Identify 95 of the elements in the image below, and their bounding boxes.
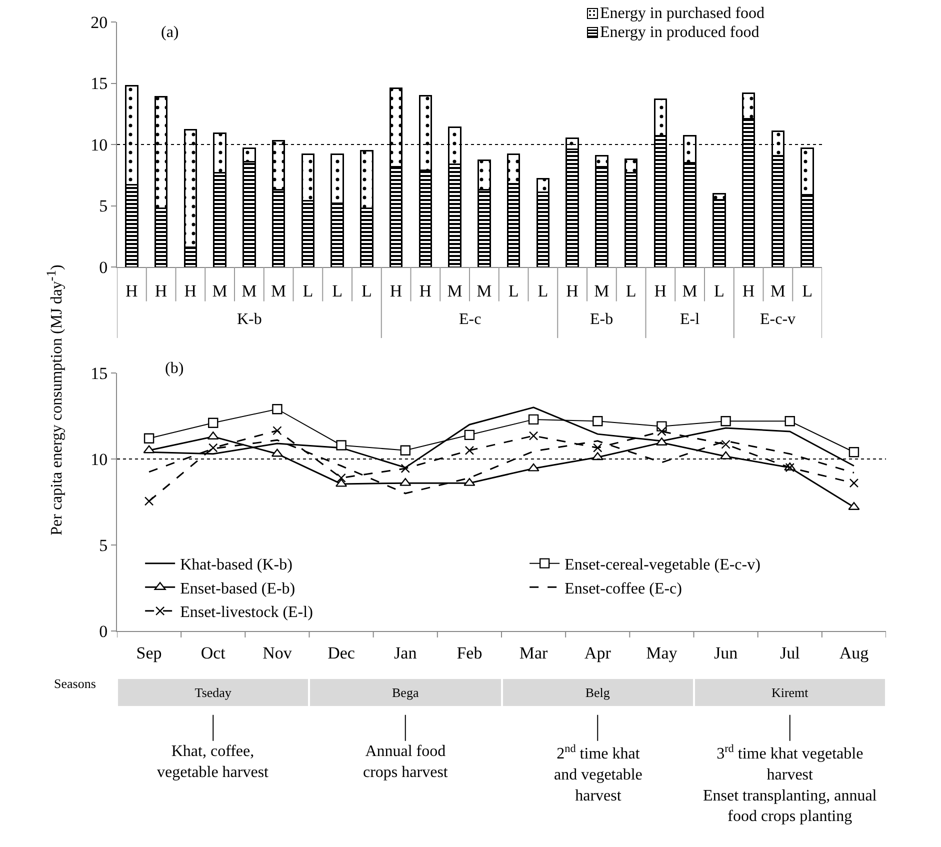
annotation: 2$^{nd}$ time khat and vegetable harvest: [554, 743, 642, 804]
x-tick-label: Jun: [714, 643, 738, 662]
x-tick-label: Apr: [584, 643, 612, 662]
point: [400, 464, 410, 474]
point: [400, 478, 412, 486]
legend-label: Enset-cereal-vegetable (E-c-v): [564, 556, 760, 574]
point: [144, 496, 154, 506]
x-tick-label: H: [566, 281, 578, 300]
point: [143, 445, 155, 454]
point: [528, 431, 538, 440]
x-tick-label: L: [361, 281, 372, 300]
annotation: Annual food crops harvest: [363, 743, 448, 781]
x-tick-label: H: [654, 281, 667, 300]
point: [336, 440, 346, 450]
y-tick-label: 20: [90, 12, 108, 32]
label-box: Tseday: [118, 679, 308, 706]
y-tick-label: 10: [90, 450, 108, 469]
x-tick-label: L: [332, 281, 343, 300]
x-tick-label: May: [646, 643, 678, 662]
y-tick-label: 5: [99, 536, 108, 555]
y-tick-label: 15: [90, 364, 108, 383]
x-tick-label: L: [538, 281, 548, 300]
x-tick-label: M: [270, 281, 286, 300]
point: [336, 473, 346, 483]
legend-label: Enset-coffee (E-c): [564, 580, 682, 598]
annotation: (a): [161, 24, 179, 41]
x-tick-label: L: [626, 281, 636, 300]
point: [464, 446, 474, 455]
legend-label: Enset-livestock (E-l): [180, 604, 313, 622]
annotation: Khat, coffee, vegetable harvest: [157, 743, 270, 781]
point: [208, 443, 218, 452]
label-box: Belg: [502, 679, 693, 706]
x-tick-label: Mar: [519, 643, 548, 662]
point: [144, 433, 154, 444]
x-tick-label: H: [742, 281, 755, 300]
y-tick-label: 0: [99, 258, 108, 277]
y-tick-label: 15: [90, 74, 108, 94]
point: [272, 426, 282, 436]
text: K-b: [237, 311, 262, 328]
x-tick-label: Dec: [328, 643, 356, 662]
x-tick-label: L: [714, 281, 724, 300]
point: [400, 445, 410, 456]
x-tick-label: L: [302, 281, 314, 300]
label-box: Kiremt: [694, 679, 885, 706]
point: [464, 430, 475, 440]
point: [593, 443, 602, 452]
x-tick-label: M: [447, 281, 462, 300]
point: [272, 404, 282, 414]
text: E-b: [590, 311, 614, 328]
x-tick-label: Feb: [456, 643, 482, 662]
text: E-l: [680, 311, 700, 328]
y-tick-label: 5: [99, 196, 108, 216]
x-tick-label: M: [212, 281, 228, 300]
y-tick-label: 10: [90, 135, 108, 154]
x-tick-label: M: [594, 281, 610, 300]
point: [592, 416, 603, 426]
x-tick-label: Oct: [200, 643, 226, 662]
legend-label: Khat-based (K-b): [180, 556, 292, 574]
x-tick-label: M: [770, 281, 786, 300]
x-tick-label: H: [390, 281, 402, 300]
point: [721, 440, 730, 449]
annotation: (b): [165, 360, 184, 377]
x-tick-label: L: [802, 281, 813, 300]
legend-label: Energy in produced food: [600, 23, 760, 42]
x-tick-label: M: [242, 281, 257, 300]
point: [657, 426, 666, 436]
x-tick-label: Jan: [394, 643, 418, 662]
point: [784, 416, 795, 426]
point: [848, 447, 860, 458]
point: [528, 414, 539, 425]
x-tick-label: Nov: [262, 643, 292, 662]
y-tick-label: 0: [99, 622, 108, 641]
x-tick-label: H: [126, 281, 138, 300]
legend-label: Energy in purchased food: [600, 4, 765, 23]
x-tick-label: H: [184, 281, 197, 300]
annotation: 3$^{rd}$ time khat vegetable harvest Enset transplanting, annual food crops planting: [703, 743, 878, 826]
point: [464, 478, 476, 486]
x-tick-label: H: [154, 281, 168, 300]
x-tick-label: Jul: [780, 643, 800, 662]
x-tick-label: Sep: [136, 643, 162, 662]
x-tick-label: M: [476, 281, 492, 300]
legend-label: Enset-based (E-b): [180, 580, 296, 598]
point: [528, 463, 540, 472]
x-tick-label: H: [419, 281, 432, 300]
point: [720, 416, 731, 426]
text: E-c: [459, 311, 482, 328]
point: [848, 502, 860, 510]
point: [208, 418, 218, 428]
label-box: Bega: [310, 679, 500, 706]
x-tick-label: L: [508, 281, 519, 300]
x-tick-label: Aug: [839, 643, 870, 662]
point: [849, 478, 859, 488]
text: E-c-v: [760, 311, 796, 328]
x-tick-label: M: [682, 281, 698, 300]
text: Seasons: [54, 676, 96, 691]
